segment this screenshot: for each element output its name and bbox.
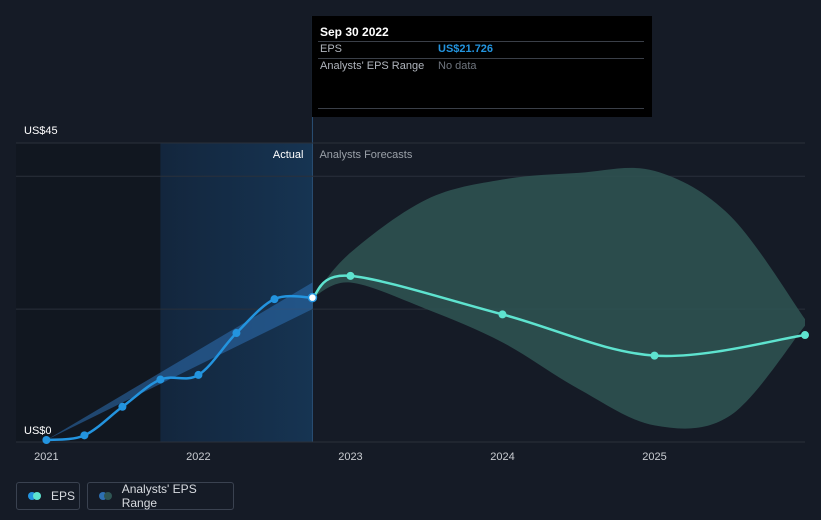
legend-eps-label: EPS bbox=[51, 489, 76, 503]
y-axis-top-label: US$45 bbox=[24, 125, 58, 137]
eps-current-point bbox=[307, 292, 318, 303]
tooltip-divider bbox=[318, 41, 644, 42]
x-tick-label: 2024 bbox=[490, 451, 514, 463]
eps-forecast-point bbox=[498, 310, 507, 319]
x-tick-label: 2023 bbox=[338, 451, 362, 463]
legend-range-label: Analysts' EPS Range bbox=[121, 482, 197, 510]
eps-forecast-point bbox=[801, 331, 809, 340]
forecast-region-label: Analysts Forecasts bbox=[319, 149, 412, 161]
legend-eps-button[interactable]: EPS bbox=[16, 482, 80, 510]
past-shade bbox=[16, 143, 161, 442]
eps-forecast-point bbox=[346, 271, 355, 280]
actual-highlight bbox=[160, 143, 313, 442]
eps-forecast-point bbox=[650, 351, 659, 360]
analyst-range-band bbox=[312, 167, 805, 429]
eps-actual-point bbox=[156, 375, 165, 384]
tooltip-eps-value: US$21.726 bbox=[438, 43, 494, 55]
eps-actual-point bbox=[270, 295, 279, 304]
eps-actual-point bbox=[194, 370, 203, 379]
x-tick-label: 2021 bbox=[34, 451, 58, 463]
tooltip-date: Sep 30 2022 bbox=[320, 25, 389, 39]
eps-actual-point bbox=[118, 402, 127, 411]
range-swatch-icon bbox=[99, 492, 113, 500]
x-tick-label: 2022 bbox=[186, 451, 210, 463]
actual-region-label: Actual bbox=[273, 149, 304, 161]
tooltip-range-label: Analysts' EPS Range bbox=[320, 60, 425, 72]
eps-swatch-icon bbox=[28, 492, 42, 500]
tooltip-divider bbox=[318, 58, 644, 59]
eps-actual-point bbox=[42, 436, 51, 445]
eps-actual-point bbox=[80, 431, 89, 440]
tooltip-eps-label: EPS bbox=[320, 43, 343, 55]
hover-tooltip: Sep 30 2022 EPS US$21.726 Analysts' EPS … bbox=[312, 16, 652, 117]
tooltip-divider bbox=[318, 108, 644, 109]
tooltip-range-value: No data bbox=[438, 60, 477, 72]
legend-range-button[interactable]: Analysts' EPS Range bbox=[87, 482, 234, 510]
eps-actual-point bbox=[232, 329, 241, 338]
y-axis-bottom-label: US$0 bbox=[24, 425, 52, 437]
x-tick-label: 2025 bbox=[642, 451, 666, 463]
